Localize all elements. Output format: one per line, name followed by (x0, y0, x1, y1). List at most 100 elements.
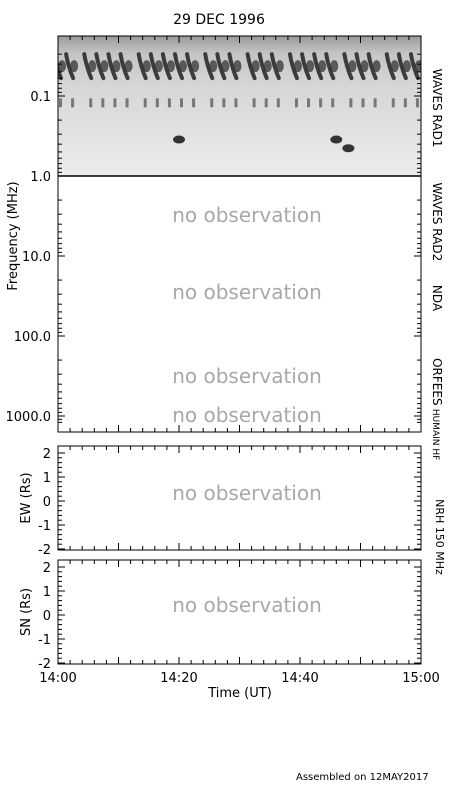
y-tick-label: 1 (43, 471, 51, 486)
burst-core (191, 60, 200, 73)
nrh-side-label: NRH 150 MHz (433, 499, 446, 575)
burst-core (233, 60, 242, 73)
type-iii-burst (215, 52, 227, 81)
burst-extension (415, 98, 419, 108)
nrh-ew-y-ticks: 2 1 0 -1 -2 (38, 447, 421, 558)
band-labels: WAVES RAD1 WAVES RAD2 NDA ORFEES HUMAIN HF (430, 69, 444, 461)
burst-core (179, 60, 187, 73)
y-tick-label: 0 (43, 495, 51, 510)
burst-extension (234, 98, 238, 108)
type-iii-burst (300, 52, 312, 81)
burst-extension (155, 98, 159, 108)
burst-extension (294, 98, 298, 108)
isolated-burst (173, 135, 185, 144)
type-iii-burst (160, 52, 172, 81)
type-iii-burst (312, 52, 324, 81)
type-iii-burst (94, 52, 106, 81)
time-axis-label: Time (UT) (207, 686, 272, 701)
type-iii-burst (245, 52, 257, 81)
burst-extension (180, 98, 183, 108)
type-iii-burst (287, 52, 299, 81)
burst-core (124, 60, 133, 73)
nrh-sn-y-label: SN (Rs) (19, 588, 34, 636)
y-tick-label: -1 (38, 633, 51, 648)
x-tick-label: 14:40 (281, 671, 318, 686)
burst-core (154, 60, 163, 73)
no-observation-nrh-ew: no observation (172, 481, 322, 505)
burst-core (263, 60, 272, 73)
spectrogram-y-tick-label: 1000.0 (6, 410, 52, 425)
y-tick-label: -1 (38, 519, 51, 534)
burst-extension (125, 98, 129, 108)
isolated-burst (330, 135, 343, 144)
burst-core (70, 60, 79, 73)
type-iii-burst (58, 63, 63, 81)
burst-extension (331, 98, 335, 108)
burst-core (414, 60, 421, 73)
assembled-note: Assembled on 12MAY2017 (296, 772, 429, 783)
burst-extension (167, 98, 171, 108)
type-iii-burst (148, 52, 160, 81)
y-tick-label: -2 (38, 657, 51, 672)
y-tick-label: 0 (43, 609, 51, 624)
waves-rad1-spectrum (58, 36, 421, 176)
burst-extension (222, 98, 226, 108)
burst-core (251, 60, 260, 73)
band-label: WAVES RAD2 (430, 182, 444, 261)
no-observation-nrh-sn: no observation (172, 593, 322, 617)
type-iii-burst (257, 52, 269, 81)
burst-extension (113, 98, 117, 108)
band-label: NDA (430, 285, 444, 312)
burst-core (112, 60, 121, 73)
burst-core (306, 60, 315, 73)
type-iii-burst (384, 52, 396, 81)
nrh-sn-y-ticks: 2 1 0 -1 -2 (38, 561, 421, 672)
type-iii-burst (118, 52, 130, 81)
burst-core (402, 60, 411, 73)
burst-extension (319, 98, 323, 108)
burst-core (372, 60, 381, 73)
type-iii-burst (354, 52, 366, 81)
burst-extension (101, 98, 105, 108)
type-iii-burst (342, 52, 354, 81)
type-iii-burst (136, 52, 148, 81)
type-iii-burst (324, 52, 336, 81)
spectrogram-y-ticks: 0.1 1.0 10.0 100.0 1000.0 (6, 53, 421, 425)
no-observation-orfees: no observation (172, 364, 322, 388)
burst-extension (361, 98, 365, 108)
band-label: HUMAIN HF (430, 409, 440, 460)
burst-core (330, 60, 339, 73)
burst-core (348, 60, 357, 73)
burst-extension (210, 98, 214, 108)
burst-extension (59, 98, 62, 108)
burst-extension (403, 98, 407, 108)
type-iii-burst (203, 52, 215, 81)
burst-extension (391, 98, 395, 108)
burst-extension (252, 98, 256, 108)
type-iii-burst (227, 52, 239, 81)
y-tick-label: -2 (38, 543, 51, 558)
no-observation-rad2: no observation (172, 203, 322, 227)
burst-extension (276, 98, 280, 108)
band-label: WAVES RAD1 (430, 69, 444, 148)
type-iii-burst (173, 52, 184, 81)
burst-core (209, 60, 218, 73)
no-observation-humain: no observation (172, 403, 322, 427)
burst-extension (264, 98, 268, 108)
x-tick-label: 14:20 (160, 671, 197, 686)
type-iii-burst (82, 52, 94, 81)
burst-extension (373, 98, 377, 108)
spectrogram-y-tick-label: 100.0 (14, 330, 51, 345)
type-iii-burst (408, 52, 420, 81)
type-iii-burst (396, 52, 408, 81)
type-iii-burst (106, 52, 118, 81)
x-tick-label: 14:00 (39, 671, 76, 686)
x-tick-label: 15:00 (402, 671, 439, 686)
burst-extension (307, 98, 311, 108)
burst-core (166, 60, 175, 73)
type-iii-burst (64, 52, 76, 81)
figure-title: 29 DEC 1996 (173, 12, 265, 28)
spectrogram-y-tick-label: 10.0 (22, 250, 51, 265)
